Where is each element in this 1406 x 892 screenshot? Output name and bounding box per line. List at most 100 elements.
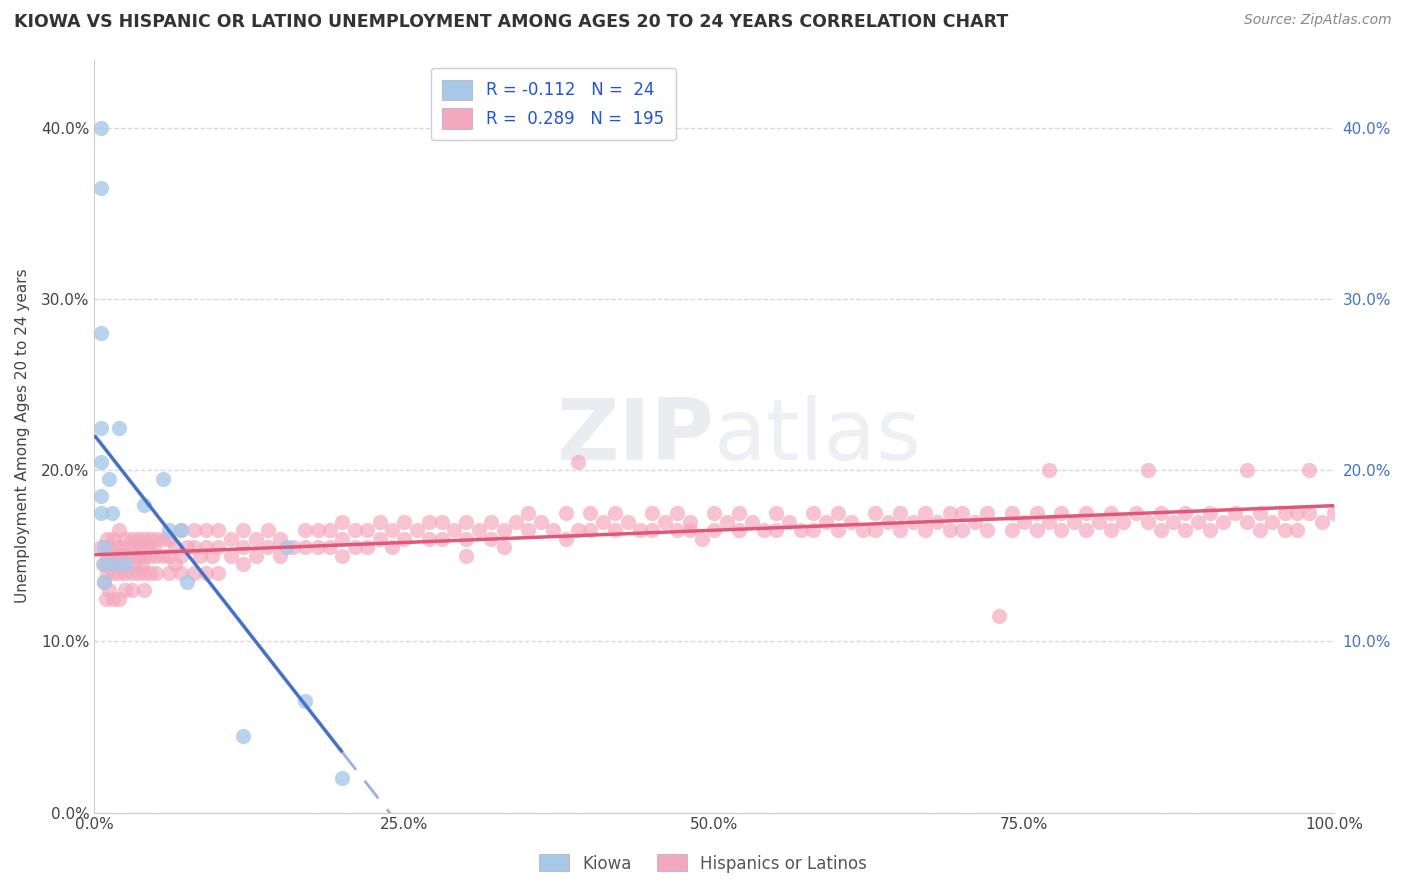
- Point: [121, 532, 143, 546]
- Point: [121, 583, 143, 598]
- Point: [257, 541, 280, 555]
- Point: [131, 541, 153, 555]
- Point: [1087, 515, 1109, 529]
- Point: [132, 549, 155, 563]
- Text: atlas: atlas: [714, 394, 922, 477]
- Point: [131, 558, 153, 572]
- Point: [139, 532, 162, 546]
- Point: [96, 566, 118, 580]
- Point: [505, 515, 527, 529]
- Point: [456, 515, 478, 529]
- Point: [157, 566, 180, 580]
- Point: [356, 541, 378, 555]
- Point: [98, 583, 121, 598]
- Text: KIOWA VS HISPANIC OR LATINO UNEMPLOYMENT AMONG AGES 20 TO 24 YEARS CORRELATION C: KIOWA VS HISPANIC OR LATINO UNEMPLOYMENT…: [14, 13, 1008, 31]
- Point: [950, 506, 973, 520]
- Point: [368, 515, 391, 529]
- Point: [1285, 523, 1308, 537]
- Point: [108, 566, 131, 580]
- Point: [307, 541, 329, 555]
- Point: [554, 532, 576, 546]
- Point: [592, 515, 614, 529]
- Point: [101, 506, 124, 520]
- Point: [269, 532, 291, 546]
- Point: [343, 523, 366, 537]
- Point: [1050, 523, 1073, 537]
- Point: [127, 566, 149, 580]
- Point: [690, 532, 713, 546]
- Point: [157, 549, 180, 563]
- Point: [111, 541, 134, 555]
- Point: [443, 523, 465, 537]
- Point: [641, 506, 664, 520]
- Point: [219, 549, 242, 563]
- Point: [96, 532, 118, 546]
- Point: [430, 532, 453, 546]
- Point: [93, 574, 115, 589]
- Point: [90, 489, 112, 503]
- Point: [165, 558, 187, 572]
- Point: [232, 541, 254, 555]
- Point: [567, 455, 589, 469]
- Point: [122, 558, 145, 572]
- Point: [814, 515, 837, 529]
- Point: [114, 558, 136, 572]
- Point: [1149, 523, 1171, 537]
- Point: [132, 532, 155, 546]
- Point: [152, 549, 174, 563]
- Point: [1298, 506, 1320, 520]
- Point: [232, 558, 254, 572]
- Point: [889, 523, 911, 537]
- Point: [101, 532, 124, 546]
- Point: [90, 326, 112, 341]
- Point: [207, 541, 229, 555]
- Point: [1249, 506, 1271, 520]
- Point: [343, 541, 366, 555]
- Point: [294, 541, 316, 555]
- Point: [1001, 506, 1024, 520]
- Point: [332, 532, 354, 546]
- Point: [108, 591, 131, 606]
- Point: [98, 558, 121, 572]
- Point: [976, 523, 998, 537]
- Point: [790, 523, 813, 537]
- Point: [468, 523, 491, 537]
- Point: [319, 523, 342, 537]
- Point: [901, 515, 924, 529]
- Point: [405, 523, 427, 537]
- Point: [101, 549, 124, 563]
- Point: [93, 574, 115, 589]
- Point: [950, 523, 973, 537]
- Point: [127, 532, 149, 546]
- Point: [145, 532, 167, 546]
- Text: Source: ZipAtlas.com: Source: ZipAtlas.com: [1244, 13, 1392, 28]
- Point: [207, 523, 229, 537]
- Point: [108, 523, 131, 537]
- Point: [394, 515, 416, 529]
- Point: [827, 523, 849, 537]
- Point: [927, 515, 949, 529]
- Point: [232, 523, 254, 537]
- Point: [145, 566, 167, 580]
- Point: [114, 583, 136, 598]
- Point: [1174, 523, 1197, 537]
- Point: [108, 549, 131, 563]
- Point: [1099, 506, 1122, 520]
- Point: [1025, 506, 1047, 520]
- Point: [765, 506, 787, 520]
- Point: [170, 523, 193, 537]
- Point: [170, 549, 193, 563]
- Point: [1149, 506, 1171, 520]
- Point: [90, 506, 112, 520]
- Point: [257, 523, 280, 537]
- Point: [245, 549, 267, 563]
- Point: [93, 541, 115, 555]
- Point: [741, 515, 763, 529]
- Text: ZIP: ZIP: [557, 394, 714, 477]
- Point: [839, 515, 862, 529]
- Point: [1112, 515, 1135, 529]
- Point: [1223, 506, 1246, 520]
- Point: [579, 523, 602, 537]
- Point: [541, 523, 564, 537]
- Point: [418, 515, 440, 529]
